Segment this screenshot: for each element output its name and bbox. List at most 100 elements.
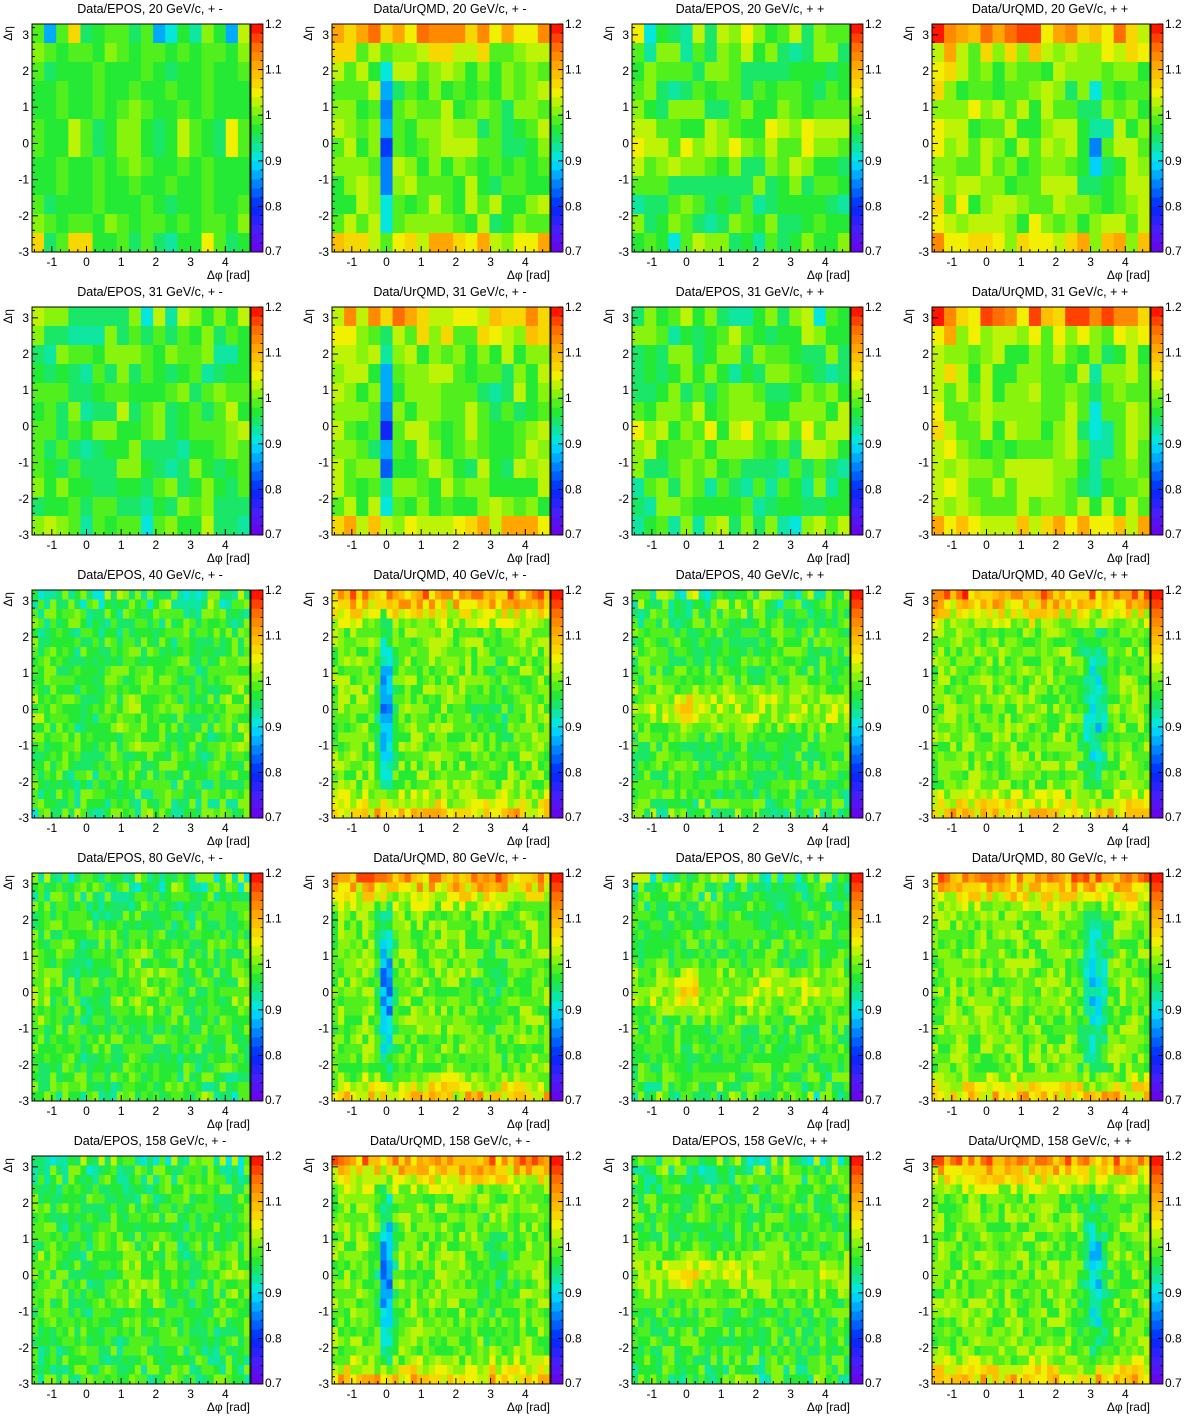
heatmap-cell	[177, 647, 184, 657]
heatmap-cell	[80, 119, 93, 139]
heatmap-cell	[501, 742, 509, 752]
heatmap-cell	[92, 421, 106, 441]
heatmap-cell	[350, 751, 357, 762]
heatmap-cell	[231, 609, 239, 619]
heatmap-cell	[789, 497, 802, 517]
heatmap-cell	[813, 364, 827, 384]
heatmap-cell	[110, 590, 118, 600]
heatmap-cell	[777, 497, 790, 517]
colorbar-segment	[851, 42, 863, 48]
heatmap-cell	[1041, 43, 1054, 63]
heatmap-cell	[416, 628, 424, 638]
colorbar-segment	[1151, 525, 1163, 531]
heatmap-cell	[356, 704, 363, 714]
heatmap-cell	[1101, 138, 1115, 158]
heatmap-cell	[813, 195, 827, 215]
colorbar-segment	[251, 621, 263, 627]
heatmap-cell	[525, 24, 539, 44]
colorbar-segment	[251, 106, 263, 112]
heatmap-cell	[374, 666, 381, 676]
heatmap-cell	[56, 780, 63, 790]
heatmap-cell	[944, 100, 957, 120]
colorbar-segment	[551, 206, 563, 212]
colorbar-segment	[251, 676, 263, 682]
heatmap-cell	[753, 100, 766, 120]
heatmap-cell	[956, 214, 969, 234]
colorbar-segment	[1151, 142, 1163, 148]
heatmap-cell	[165, 421, 178, 441]
colorbar-segment	[1151, 370, 1163, 376]
heatmap-cell	[1016, 233, 1030, 253]
heatmap-cell	[837, 326, 851, 346]
heatmap-cell	[344, 799, 351, 809]
heatmap-cell	[495, 685, 502, 695]
colorbar-segment	[251, 763, 263, 769]
heatmap-cell	[477, 656, 484, 667]
heatmap-cell	[128, 364, 142, 384]
heatmap-cell	[201, 383, 215, 403]
heatmap-cell	[495, 694, 502, 705]
colorbar-segment	[251, 430, 263, 436]
colorbar-segment	[251, 758, 263, 764]
heatmap-cell	[728, 383, 742, 403]
colorbar-segment	[251, 498, 263, 504]
heatmap-cell	[477, 789, 484, 800]
heatmap-cell	[332, 364, 345, 384]
heatmap-cell	[801, 195, 815, 215]
heatmap-cell	[44, 628, 51, 638]
x-tick-label: 2	[453, 255, 460, 269]
colorbar-segment	[251, 242, 263, 248]
heatmap-cell	[116, 742, 124, 752]
heatmap-cell	[98, 713, 106, 724]
colorbar-segment	[551, 147, 563, 153]
heatmap-cell	[344, 402, 357, 422]
heatmap-cell	[459, 628, 466, 638]
heatmap-cell	[441, 647, 448, 657]
heatmap-cell	[231, 618, 239, 629]
heatmap-cell	[332, 81, 345, 101]
heatmap-cell	[350, 770, 357, 781]
heatmap-cell	[410, 609, 418, 619]
y-tick-label: 3	[622, 28, 629, 42]
colorbar-segment	[251, 169, 263, 175]
heatmap-cell	[404, 647, 412, 657]
heatmap-cell	[513, 497, 527, 517]
colorbar-segment	[551, 379, 563, 385]
heatmap-cell	[344, 364, 357, 384]
heatmap-cell	[368, 364, 381, 384]
heatmap-cell	[1053, 326, 1066, 346]
heatmap-cell	[338, 732, 345, 743]
x-tick-label: 2	[153, 821, 160, 835]
heatmap-cell	[189, 478, 202, 498]
colorbar-segment	[851, 425, 863, 431]
heatmap-cell	[644, 364, 657, 384]
colorbar-segment	[251, 384, 263, 390]
heatmap-cell	[171, 770, 178, 781]
heatmap-cell	[344, 157, 357, 177]
heatmap-cell	[531, 780, 539, 790]
heatmap-cell	[219, 694, 227, 705]
heatmap-cell	[716, 307, 730, 327]
heatmap-cell	[741, 100, 754, 120]
heatmap-cell	[392, 751, 400, 762]
heatmap-cell	[483, 694, 490, 705]
panel-title: Data/EPOS, 40 GeV/c, + -	[77, 568, 223, 582]
colorbar-segment	[251, 60, 263, 66]
heatmap-cell	[38, 789, 45, 800]
heatmap-cell	[362, 704, 369, 714]
y-tick-label: 3	[922, 311, 929, 325]
heatmap-cell	[1004, 459, 1018, 479]
heatmap-cell	[477, 808, 484, 819]
colorbar-frame	[550, 23, 564, 253]
heatmap-cell	[110, 808, 118, 819]
heatmap-cell	[765, 478, 778, 498]
heatmap-cell	[1101, 345, 1115, 365]
heatmap-cell	[489, 770, 496, 781]
heatmap-cell	[543, 599, 551, 610]
heatmap-cell	[1125, 119, 1139, 139]
heatmap-cell	[189, 675, 196, 686]
heatmap-cell	[356, 157, 369, 177]
heatmap-cell	[80, 713, 87, 724]
heatmap-cell	[141, 421, 154, 441]
heatmap-cell	[441, 214, 454, 234]
